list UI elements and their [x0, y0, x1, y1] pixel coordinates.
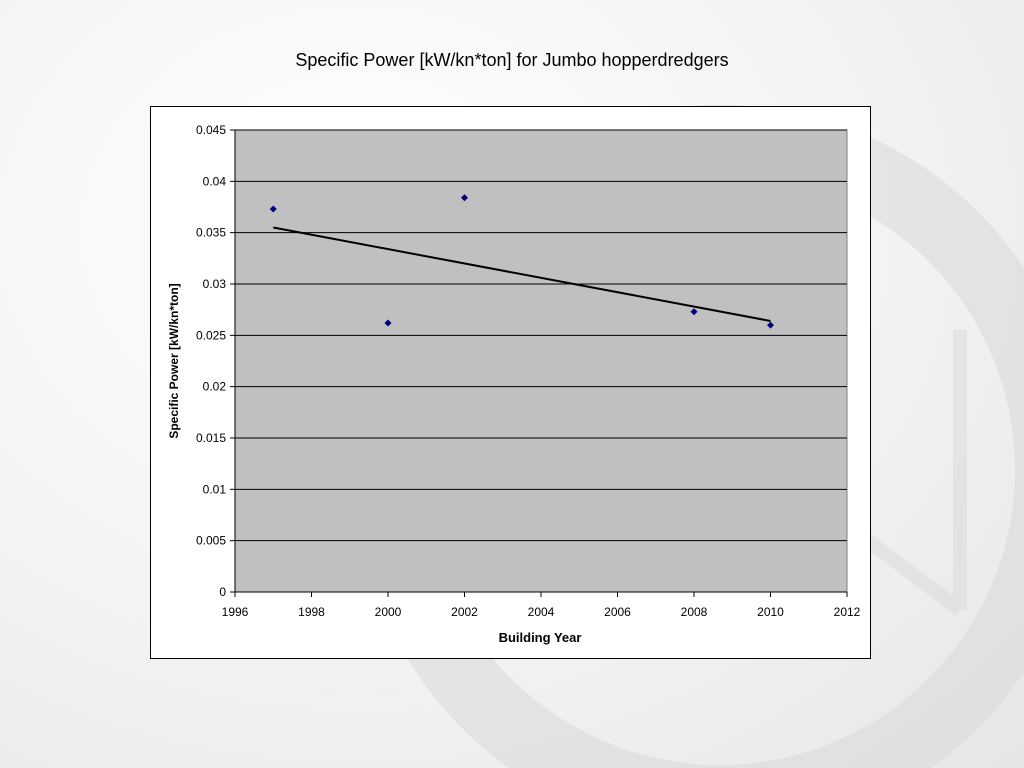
x-tick-label: 2002 [451, 605, 478, 619]
y-tick-label: 0.025 [196, 328, 226, 342]
y-tick-label: 0.01 [203, 482, 227, 496]
trendline [273, 226, 771, 322]
chart-title: Specific Power [kW/kn*ton] for Jumbo hop… [295, 50, 729, 70]
y-tick-label: 0.005 [196, 534, 226, 548]
x-tick-label: 1996 [222, 605, 249, 619]
chart-area: 0 0.005 0.01 0.015 0.02 0.025 0.03 0.035 0.04 0.0… [150, 106, 871, 659]
y-axis-label: Specific Power [kW/kn*ton] [167, 283, 181, 438]
data-point [767, 321, 774, 329]
x-tick-label: 1998 [298, 605, 325, 619]
data-point [269, 205, 277, 213]
y-tick-label: 0.03 [203, 277, 227, 291]
y-tick-label: 0 [219, 585, 226, 599]
x-axis-label: Building Year [499, 630, 582, 645]
data-point [384, 319, 392, 327]
data-point [690, 308, 698, 316]
data-point [461, 194, 468, 202]
y-tick-label: 0.02 [203, 380, 227, 394]
y-tick-label: 0.035 [196, 226, 226, 240]
plot-area [234, 129, 848, 593]
x-tick-label: 2004 [528, 605, 555, 619]
y-tick-label: 0.04 [203, 174, 227, 188]
y-tick-label: 0.015 [196, 431, 226, 445]
x-tick-label: 2010 [757, 605, 784, 619]
x-tick-label: 2006 [604, 605, 631, 619]
x-tick-label: 2000 [375, 605, 402, 619]
y-tick-label: 0.045 [196, 123, 226, 137]
x-tick-label: 2012 [834, 605, 861, 619]
x-tick-label: 2008 [681, 605, 708, 619]
scatter-chart: 0 0.005 0.01 0.015 0.02 0.025 0.03 0.035 0.04 0.0… [167, 123, 861, 645]
